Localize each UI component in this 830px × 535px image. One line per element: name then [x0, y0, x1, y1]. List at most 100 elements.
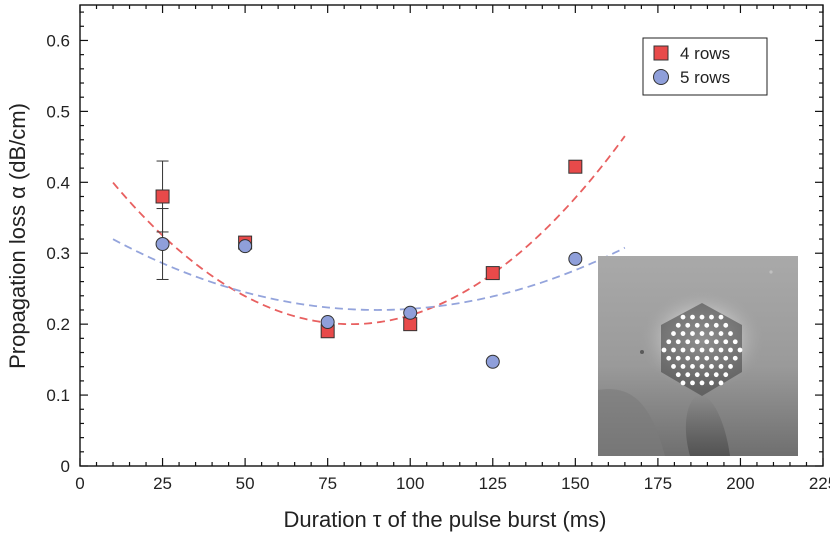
inset-dot: [699, 347, 705, 353]
inset-dot: [728, 331, 733, 336]
plot-frame: [79, 4, 824, 467]
error-bars: [156, 160, 169, 280]
inset-dot: [680, 347, 686, 353]
inset-dot: [699, 314, 705, 320]
inset-dot: [732, 355, 738, 361]
inset-dot: [694, 339, 700, 345]
inset-dot: [699, 364, 705, 369]
inset-dot: [723, 372, 729, 378]
x-tick-label: 200: [726, 474, 754, 493]
inset-dot: [690, 331, 695, 336]
x-tick-labels: 0 25 50 75 100 125 150 175 200 225: [75, 474, 830, 493]
legend-label-4-rows: 4 rows: [680, 44, 730, 63]
inset-dot: [675, 339, 681, 345]
inset-dot: [694, 322, 700, 328]
data-point-5-rows: [568, 251, 583, 266]
inset-dot: [709, 364, 714, 369]
inset-dot: [685, 355, 691, 361]
x-tick-label: 25: [153, 474, 172, 493]
inset-dot: [723, 355, 729, 361]
data-point-4-rows: [568, 159, 583, 174]
inset-dot: [732, 339, 738, 345]
y-tick-label: 0.1: [46, 386, 70, 405]
inset-dot: [704, 339, 710, 345]
data-point-5-rows: [238, 239, 253, 254]
inset-dot: [680, 380, 686, 386]
data-point-5-rows: [155, 237, 170, 252]
inset-dot: [737, 347, 743, 353]
y-tick-label: 0.6: [46, 31, 70, 50]
inset-dot: [713, 339, 719, 345]
y-tick-label: 0.4: [46, 173, 70, 192]
inset-dot: [728, 364, 733, 369]
inset-dot: [661, 347, 667, 353]
data-point-5-rows: [320, 315, 335, 330]
inset-dot: [694, 355, 700, 361]
x-tick-label: 150: [561, 474, 589, 493]
data-point-5-rows: [403, 305, 418, 320]
y-axis-title: Propagation loss α (dB/cm): [5, 103, 30, 369]
inset-dot: [709, 380, 714, 386]
data-point-5-rows: [485, 354, 500, 369]
inset-dot: [675, 355, 681, 361]
x-tick-label: 225: [809, 474, 830, 493]
inset-dot: [675, 372, 681, 378]
fit-curve-series-2: [112, 238, 626, 311]
y-tick-label: 0.2: [46, 315, 70, 334]
inset-dot: [694, 372, 700, 378]
inset-dot: [718, 331, 724, 336]
inset-dot: [671, 347, 676, 353]
inset-dot: [690, 380, 695, 386]
legend-marker-4-rows: [653, 45, 669, 61]
inset-dot: [685, 372, 691, 378]
inset-dot: [690, 347, 695, 353]
y-tick-label: 0.3: [46, 244, 70, 263]
data-point-4-rows: [485, 266, 500, 281]
inset-dot: [666, 339, 672, 345]
legend: 4 rows 5 rows: [642, 37, 768, 96]
x-tick-label: 175: [644, 474, 672, 493]
inset-dot: [704, 322, 710, 328]
inset-dot: [704, 355, 710, 361]
inset-dot: [704, 372, 710, 378]
inset-dot: [671, 364, 676, 369]
x-tick-label: 0: [75, 474, 84, 493]
y-tick-label: 0.5: [46, 102, 70, 121]
x-tick-label: 50: [236, 474, 255, 493]
inset-dot: [718, 364, 724, 369]
data-points: [155, 159, 583, 369]
inset-dot: [680, 314, 686, 320]
legend-marker-5-rows: [653, 69, 669, 85]
inset-dot: [675, 322, 681, 328]
inset-dot: [680, 331, 686, 336]
legend-label-5-rows: 5 rows: [680, 68, 730, 87]
fit-curve-series-1: [112, 135, 626, 326]
inset-dot: [690, 364, 695, 369]
inset-dot: [723, 322, 729, 328]
inset-dot: [709, 347, 714, 353]
inset-dot: [699, 380, 705, 386]
y-tick-label: 0: [61, 457, 70, 476]
inset-dot: [685, 339, 691, 345]
data-point-4-rows: [155, 189, 170, 204]
y-tick-labels: 0 0.1 0.2 0.3 0.4 0.5 0.6: [46, 31, 70, 476]
inset-dot: [718, 380, 724, 386]
x-axis-title: Duration τ of the pulse burst (ms): [284, 507, 607, 532]
inset-dot: [685, 322, 691, 328]
inset-dot: [699, 331, 705, 336]
inset-photo: [598, 256, 798, 456]
inset-dot: [666, 355, 672, 361]
inset-dot: [690, 314, 695, 320]
inset-dot: [709, 314, 714, 320]
inset-dot: [723, 339, 729, 345]
inset-dot: [713, 372, 719, 378]
x-tick-label: 100: [396, 474, 424, 493]
inset-dot: [728, 347, 733, 353]
inset-dot: [718, 347, 724, 353]
x-tick-label: 125: [479, 474, 507, 493]
x-tick-label: 75: [318, 474, 337, 493]
inset-dot: [671, 331, 676, 336]
inset-dot: [680, 364, 686, 369]
inset-dot: [713, 355, 719, 361]
